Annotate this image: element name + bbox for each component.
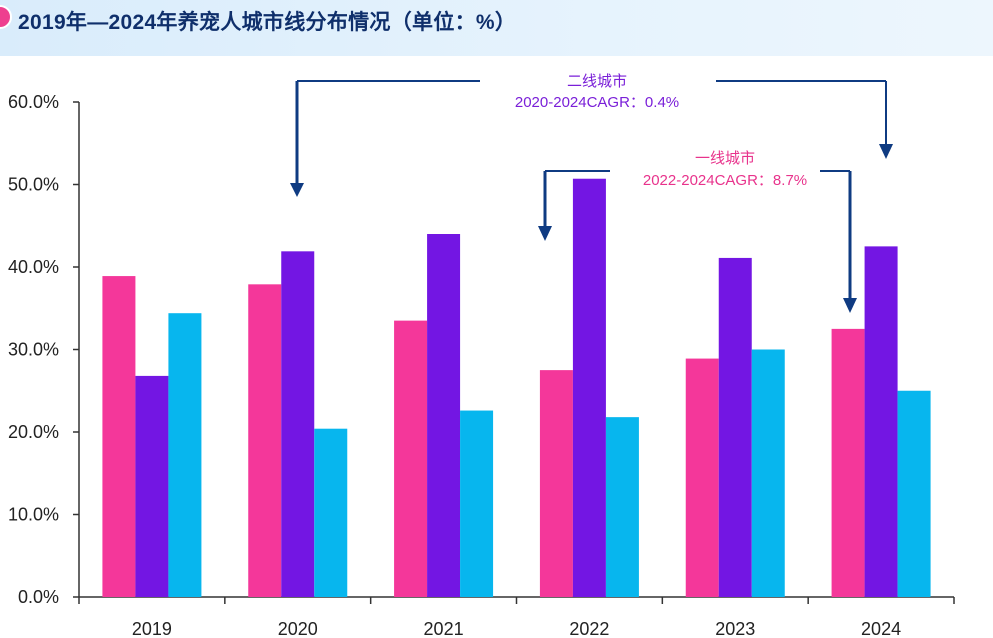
tier2-arrowhead-2020: [290, 183, 304, 197]
x-tick-label: 2024: [861, 619, 901, 638]
y-tick-label: 10.0%: [8, 505, 59, 525]
bar-其他城市-2021: [460, 410, 494, 597]
bar-一线城市-2019: [102, 276, 136, 597]
bar-其他城市-2020: [314, 428, 348, 597]
bar-一线城市-2024: [831, 328, 865, 597]
chart-title: 2019年—2024年养宠人城市线分布情况（单位：%）: [18, 11, 517, 34]
y-tick-label: 30.0%: [8, 340, 59, 360]
tier2-arrowhead-2024: [879, 144, 893, 159]
bar-二线城市-2022: [572, 178, 606, 597]
y-tick-label: 20.0%: [8, 422, 59, 442]
bar-一线城市-2023: [685, 358, 719, 597]
tier1-arrowhead-2024: [843, 298, 857, 313]
bar-二线城市-2023: [718, 257, 752, 597]
x-axis: 2019 2020 2021 2022 2023 2024: [78, 596, 955, 638]
bar-其他城市-2023: [751, 349, 785, 597]
y-tick-label: 0.0%: [18, 587, 59, 607]
tier1-annotation-line2: 2022-2024CAGR：8.7%: [643, 172, 807, 189]
y-tick-label: 50.0%: [8, 175, 59, 195]
x-tick-label: 2020: [278, 619, 318, 638]
y-tick-label: 40.0%: [8, 257, 59, 277]
bar-二线城市-2021: [427, 234, 461, 597]
bar-其他城市-2022: [605, 417, 639, 597]
bar-二线城市-2020: [281, 251, 315, 597]
bar-一线城市-2020: [248, 284, 282, 597]
bar-其他城市-2024: [897, 390, 931, 597]
annotations: 二线城市 2020-2024CAGR：0.4% 一线城市 2022-2024CA…: [290, 73, 893, 313]
tier2-annotation-line1: 二线城市: [567, 73, 627, 90]
x-tick-label: 2021: [424, 619, 464, 638]
bar-二线城市-2019: [135, 375, 169, 597]
bar-其他城市-2019: [168, 313, 202, 597]
bar-二线城市-2024: [864, 246, 898, 597]
y-axis: 0.0% 10.0% 20.0% 30.0% 40.0% 50.0% 60.0%: [8, 92, 80, 607]
tier1-arrowhead-2022: [538, 226, 552, 241]
tier1-annotation-line1: 一线城市: [695, 150, 755, 167]
x-tick-label: 2022: [569, 619, 609, 638]
bar-一线城市-2021: [394, 320, 428, 597]
bar-一线城市-2022: [539, 370, 573, 597]
tier2-annotation-line2: 2020-2024CAGR：0.4%: [515, 94, 679, 111]
x-tick-label: 2023: [715, 619, 755, 638]
chart-header: 2019年—2024年养宠人城市线分布情况（单位：%）: [0, 0, 993, 56]
y-tick-label: 60.0%: [8, 92, 59, 112]
x-tick-label: 2019: [132, 619, 172, 638]
bars: [102, 178, 931, 597]
